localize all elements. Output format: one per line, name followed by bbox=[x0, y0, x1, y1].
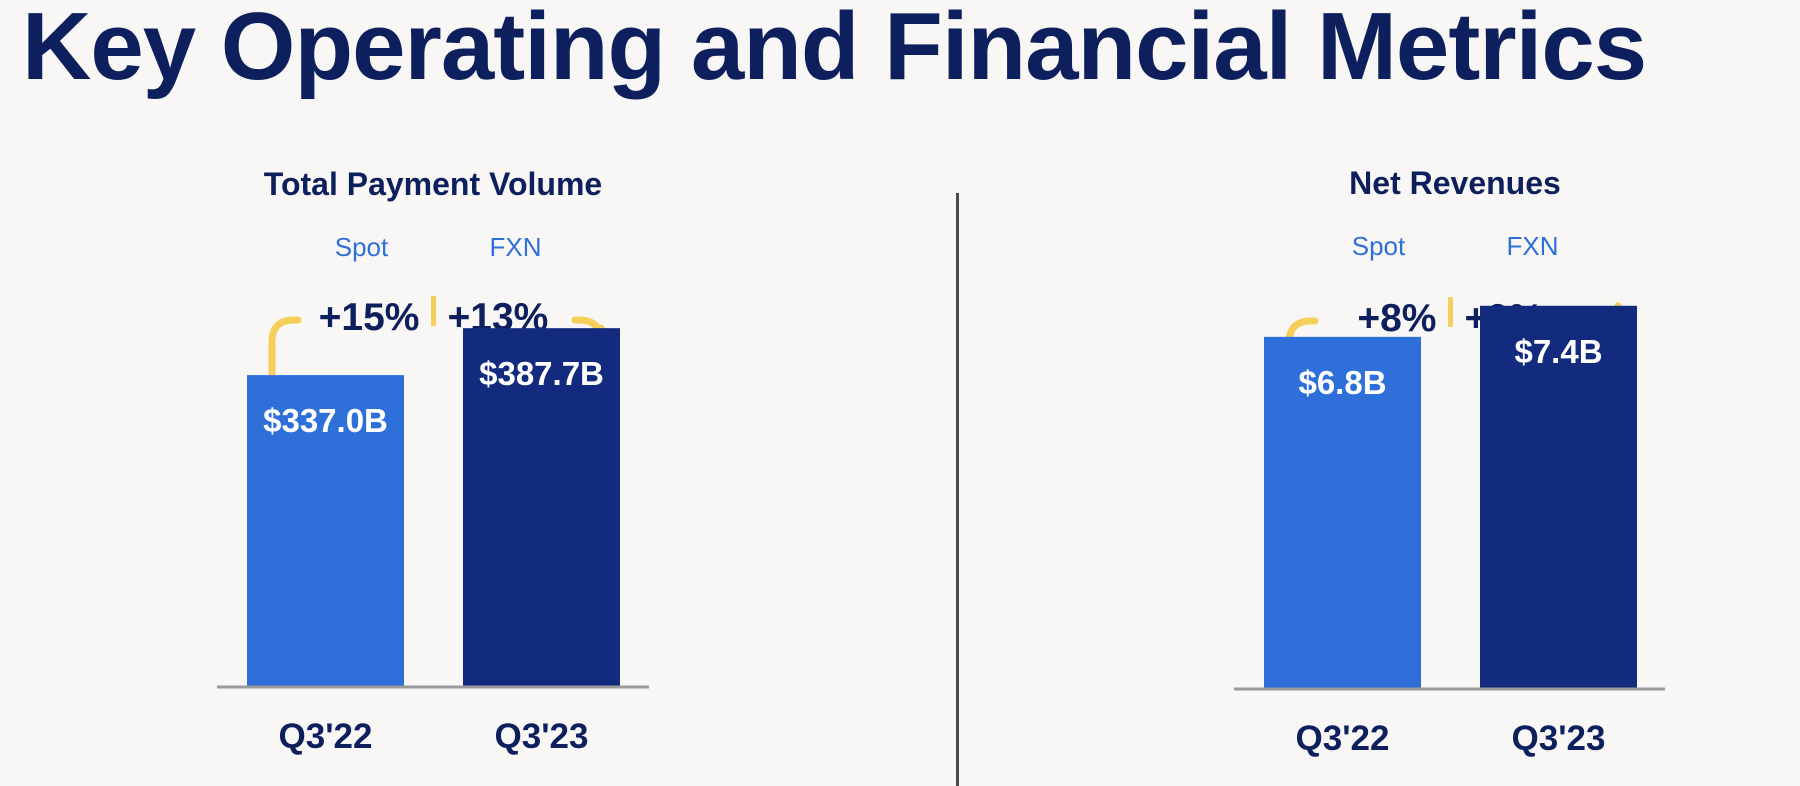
growth-spot: +15% bbox=[319, 296, 420, 339]
bar-1 bbox=[463, 328, 620, 687]
chart-net-revenues: Net RevenuesSpotFXN+8%+9%$6.8BQ3'22$7.4B… bbox=[1234, 165, 1665, 758]
chart-title: Total Payment Volume bbox=[264, 166, 602, 202]
bar-1 bbox=[1480, 305, 1637, 689]
legend-fxn: FXN bbox=[1507, 231, 1559, 261]
chart-title: Net Revenues bbox=[1349, 165, 1561, 201]
bar-value-label: $6.8B bbox=[1298, 364, 1386, 401]
divider bbox=[956, 193, 959, 786]
x-tick-label: Q3'22 bbox=[279, 717, 373, 756]
bar-0 bbox=[1264, 336, 1421, 689]
page-title: Key Operating and Financial Metrics bbox=[22, 0, 1647, 100]
legend-fxn: FXN bbox=[490, 232, 542, 262]
x-tick-label: Q3'23 bbox=[1512, 719, 1606, 758]
bar-value-label: $387.7B bbox=[479, 355, 604, 392]
x-tick-label: Q3'22 bbox=[1296, 719, 1390, 758]
legend-spot: Spot bbox=[1352, 231, 1406, 261]
x-tick-label: Q3'23 bbox=[495, 717, 589, 756]
legend-spot: Spot bbox=[335, 232, 389, 262]
bar-0 bbox=[247, 375, 404, 687]
bracket-left bbox=[268, 316, 302, 379]
bar-value-label: $7.4B bbox=[1514, 333, 1602, 370]
growth-spot: +8% bbox=[1357, 297, 1436, 340]
bar-value-label: $337.0B bbox=[263, 402, 388, 439]
